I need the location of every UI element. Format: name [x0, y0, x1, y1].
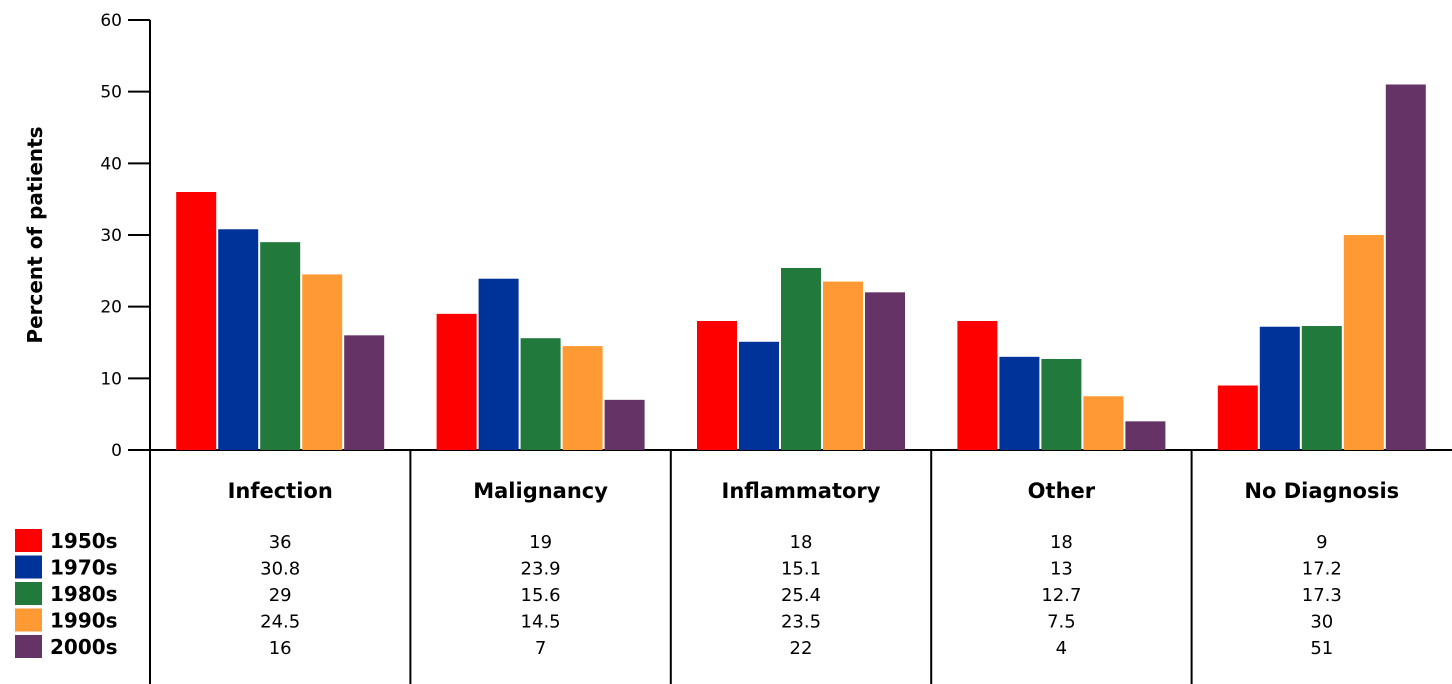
data-label: 9	[1316, 532, 1327, 553]
data-label: 18	[790, 532, 813, 553]
category-label: Other	[1028, 479, 1096, 503]
data-label: 12.7	[1041, 585, 1081, 606]
legend-label: 1950s	[50, 529, 118, 553]
data-label: 18	[1050, 532, 1073, 553]
data-label: 51	[1310, 638, 1333, 659]
data-label: 22	[790, 638, 813, 659]
bar-1950s-no-diagnosis	[1217, 385, 1258, 450]
legend-swatch	[15, 582, 42, 605]
category-label: Infection	[228, 479, 333, 503]
bar-1980s-no-diagnosis	[1301, 326, 1342, 450]
legend-swatch	[15, 529, 42, 552]
data-label: 7.5	[1047, 612, 1076, 633]
bar-1980s-infection	[260, 242, 301, 450]
bar-1990s-infection	[302, 274, 343, 450]
bar-2000s-other	[1125, 421, 1166, 450]
legend-swatch	[15, 635, 42, 658]
data-label: 17.2	[1302, 559, 1342, 580]
y-tick-label: 60	[100, 11, 122, 31]
bar-1950s-malignancy	[436, 313, 477, 450]
data-table: Infection Malignancy Inflammatory Other No D…	[15, 450, 1399, 684]
data-label: 19	[529, 532, 552, 553]
y-tick-label: 50	[100, 83, 122, 103]
legend-swatch	[15, 555, 42, 579]
legend-label: 2000s	[50, 635, 118, 659]
data-label: 13	[1050, 559, 1073, 580]
bar-1970s-other	[999, 356, 1040, 450]
bar-1990s-inflammatory	[823, 281, 863, 450]
data-label: 16	[269, 638, 292, 659]
bar-2000s-malignancy	[604, 399, 645, 450]
data-label: 25.4	[781, 585, 821, 606]
bar-1970s-no-diagnosis	[1259, 326, 1300, 450]
y-tick-label: 0	[111, 441, 122, 461]
bar-1970s-infection	[218, 229, 259, 450]
bar-2000s-inflammatory	[865, 292, 905, 450]
data-label: 23.5	[781, 612, 821, 633]
bar-1980s-inflammatory	[781, 267, 821, 450]
data-label: 24.5	[260, 612, 300, 633]
data-label: 30.8	[260, 559, 300, 580]
y-tick-label: 10	[100, 369, 122, 389]
data-label: 17.3	[1302, 585, 1342, 606]
data-label: 29	[269, 585, 292, 606]
bar-1970s-inflammatory	[739, 341, 779, 450]
data-label: 15.6	[521, 585, 561, 606]
bar-1970s-malignancy	[478, 278, 519, 450]
bar-2000s-infection	[344, 335, 385, 450]
bar-1990s-malignancy	[562, 346, 603, 450]
bar-1950s-inflammatory	[697, 321, 737, 450]
bar-2000s-no-diagnosis	[1385, 84, 1426, 450]
y-tick-label: 40	[100, 154, 122, 174]
data-label: 30	[1310, 612, 1333, 633]
bar-1980s-other	[1041, 358, 1082, 450]
bars	[176, 84, 1426, 450]
bar-1990s-no-diagnosis	[1343, 235, 1384, 450]
category-label: No Diagnosis	[1244, 479, 1399, 503]
legend-label: 1980s	[50, 582, 118, 606]
bar-1950s-infection	[176, 192, 217, 450]
category-label: Inflammatory	[722, 479, 881, 503]
y-tick-label: 20	[100, 298, 122, 318]
data-label: 15.1	[781, 559, 821, 580]
data-label: 23.9	[521, 559, 561, 580]
data-label: 36	[269, 532, 292, 553]
legend-label: 1990s	[50, 609, 118, 633]
bar-1990s-other	[1083, 396, 1124, 450]
data-label: 14.5	[521, 612, 561, 633]
data-label: 7	[535, 638, 546, 659]
legend-label: 1970s	[50, 556, 118, 580]
category-label: Malignancy	[473, 479, 608, 503]
bar-1980s-malignancy	[520, 338, 561, 450]
data-label: 4	[1056, 638, 1067, 659]
bar-1950s-other	[957, 321, 998, 450]
y-tick-label: 30	[100, 226, 122, 246]
legend-swatch	[15, 608, 42, 632]
y-axis-label: Percent of patients	[23, 126, 47, 343]
